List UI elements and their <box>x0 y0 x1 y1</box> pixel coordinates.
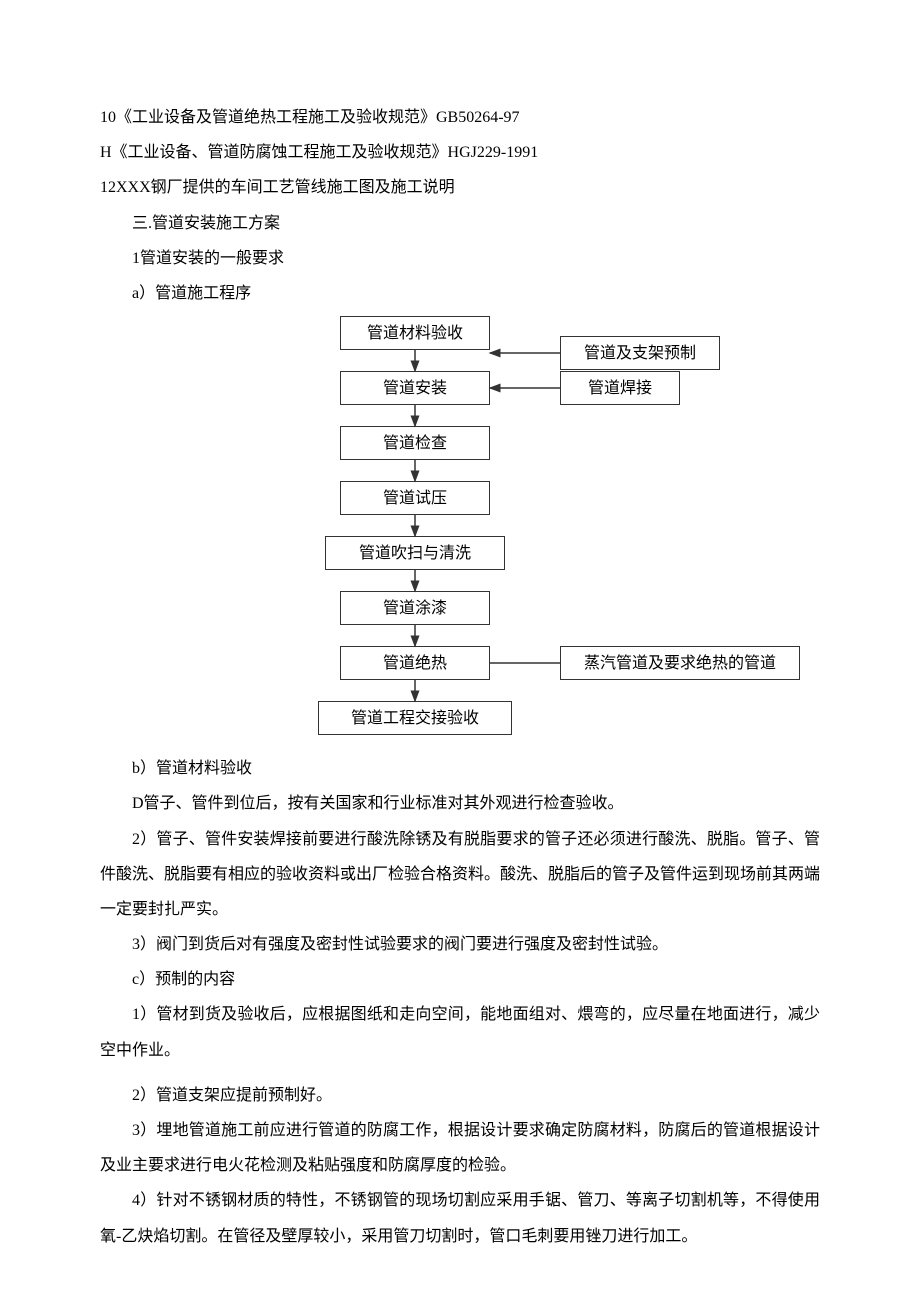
document-page: 10《工业设备及管道绝热工程施工及验收规范》GB50264-97 H《工业设备、… <box>0 0 920 1294</box>
para-b-d: D管子、管件到位后，按有关国家和行业标准对其外观进行检查验收。 <box>100 786 820 821</box>
flow-arrows <box>240 316 800 746</box>
para-b-3: 3）阀门到货后对有强度及密封性试验要求的阀门要进行强度及密封性试验。 <box>100 927 820 962</box>
para-c-1: 1）管材到货及验收后，应根据图纸和走向空间，能地面组对、煨弯的，应尽量在地面进行… <box>100 997 820 1067</box>
para-c-2: 2）管道支架应提前预制好。 <box>100 1078 820 1113</box>
heading-sub-1: 1管道安装的一般要求 <box>100 241 820 276</box>
line-ref-12: 12XXX钢厂提供的车间工艺管线施工图及施工说明 <box>100 170 820 205</box>
pipe-construction-flowchart: 管道材料验收管道安装管道检查管道试压管道吹扫与清洗管道涂漆管道绝热管道工程交接验… <box>240 316 800 746</box>
line-ref-10: 10《工业设备及管道绝热工程施工及验收规范》GB50264-97 <box>100 100 820 135</box>
para-b-2: 2）管子、管件安装焊接前要进行酸洗除锈及有脱脂要求的管子还必须进行酸洗、脱脂。管… <box>100 822 820 928</box>
line-ref-h: H《工业设备、管道防腐蚀工程施工及验收规范》HGJ229-1991 <box>100 135 820 170</box>
heading-b: b）管道材料验收 <box>100 751 820 786</box>
heading-a: a）管道施工程序 <box>100 276 820 311</box>
heading-c: c）预制的内容 <box>100 962 820 997</box>
heading-section-3: 三.管道安装施工方案 <box>100 206 820 241</box>
para-c-4: 4）针对不锈钢材质的特性，不锈钢管的现场切割应采用手锯、管刀、等离子切割机等，不… <box>100 1183 820 1253</box>
para-c-3: 3）埋地管道施工前应进行管道的防腐工作，根据设计要求确定防腐材料，防腐后的管道根… <box>100 1113 820 1183</box>
